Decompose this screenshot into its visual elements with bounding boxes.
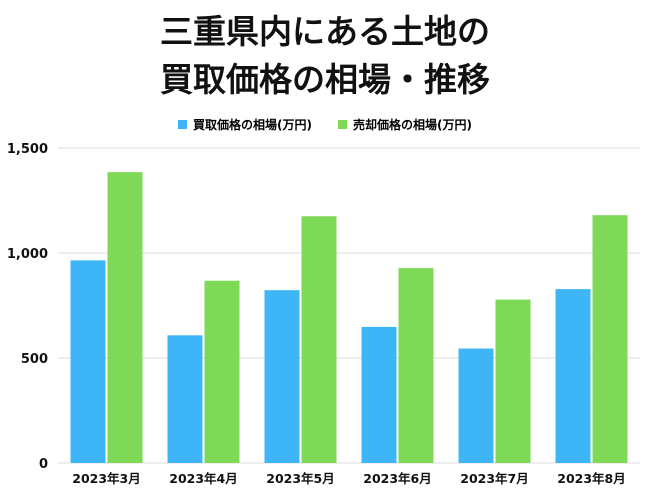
bar-buy-3 — [361, 326, 397, 463]
chart-title-line-2: 買取価格の相場・推移 — [160, 60, 490, 99]
x-tick-label-2: 2023年5月 — [266, 471, 335, 486]
x-tick-label-3: 2023年6月 — [363, 471, 432, 486]
bar-buy-1 — [167, 335, 203, 463]
x-tick-label-0: 2023年3月 — [72, 471, 141, 486]
axis-labels: 0 500 1,000 1,500 2023年3月 2023年4月 2023年5月 2023年… — [7, 142, 626, 486]
legend-item-sell: 売却価格の相場(万円) — [338, 116, 472, 133]
legend-swatch-buy — [178, 120, 188, 129]
bar-sell-3 — [398, 268, 434, 463]
legend-label-buy: 買取価格の相場(万円) — [193, 118, 312, 132]
bar-buy-4 — [458, 348, 494, 463]
legend-swatch-sell — [338, 120, 347, 129]
bar-sell-4 — [495, 299, 531, 463]
y-tick-label-1500: 1,500 — [7, 142, 48, 157]
bars — [70, 172, 628, 463]
legend: 買取価格の相場(万円) 売却価格の相場(万円) — [0, 116, 650, 133]
chart-title-line-1: 三重県内にある土地の — [160, 12, 490, 51]
bar-sell-5 — [592, 215, 628, 463]
bar-buy-5 — [555, 289, 591, 463]
legend-item-buy: 買取価格の相場(万円) — [178, 116, 312, 133]
x-tick-label-1: 2023年4月 — [169, 471, 238, 486]
bar-sell-2 — [301, 216, 337, 463]
y-tick-label-0: 0 — [39, 457, 48, 472]
grid-lines — [58, 147, 640, 464]
y-tick-label-500: 500 — [21, 352, 48, 367]
x-tick-label-4: 2023年7月 — [460, 471, 529, 486]
chart-title: 三重県内にある土地の 買取価格の相場・推移 — [0, 8, 650, 104]
bar-buy-2 — [264, 290, 300, 463]
bar-sell-1 — [204, 280, 240, 463]
legend-label-sell: 売却価格の相場(万円) — [353, 118, 472, 132]
bar-buy-0 — [70, 260, 106, 463]
bar-sell-0 — [107, 172, 143, 463]
x-tick-label-5: 2023年8月 — [557, 471, 626, 486]
y-tick-label-1000: 1,000 — [7, 247, 48, 262]
